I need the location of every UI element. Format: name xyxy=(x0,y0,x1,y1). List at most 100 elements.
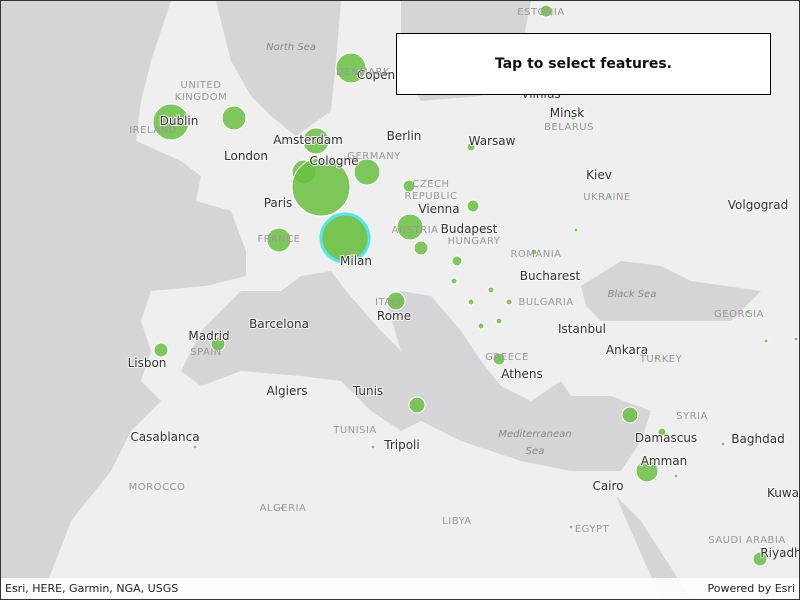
feature-point[interactable] xyxy=(466,142,476,152)
feature-point[interactable] xyxy=(466,199,480,213)
country-label: UKRAINE xyxy=(583,192,631,203)
city-label: Milan xyxy=(340,254,372,268)
feature-point[interactable] xyxy=(763,338,769,344)
feature-point[interactable] xyxy=(402,179,416,193)
city-label: London xyxy=(224,149,268,163)
feature-point[interactable] xyxy=(302,127,330,155)
feature-point[interactable] xyxy=(266,227,292,253)
sea-label: Black Sea xyxy=(608,289,657,300)
feature-point[interactable] xyxy=(621,406,639,424)
country-label: KINGDOM xyxy=(175,92,227,103)
feature-point[interactable] xyxy=(673,473,679,479)
city-label: Amman xyxy=(641,454,688,468)
city-label: Copen xyxy=(357,68,395,82)
feature-point[interactable] xyxy=(413,240,429,256)
feature-point[interactable] xyxy=(467,298,475,306)
feature-point[interactable] xyxy=(505,298,513,306)
city-label: Athens xyxy=(501,367,543,381)
feature-point[interactable] xyxy=(353,158,381,186)
city-label: Volgograd xyxy=(728,198,788,212)
city-label: Istanbul xyxy=(558,322,606,336)
country-label: SPAIN xyxy=(190,347,222,358)
country-label: TUNISIA xyxy=(332,425,377,436)
sea-label: North Sea xyxy=(266,42,316,53)
feature-point[interactable] xyxy=(530,248,538,256)
city-label: Budapest xyxy=(441,222,498,236)
city-label: Kiev xyxy=(586,168,612,182)
country-label: BELARUS xyxy=(544,122,594,133)
feature-point[interactable] xyxy=(752,551,768,567)
city-label: Cairo xyxy=(592,479,623,493)
city-label: Cologne xyxy=(309,154,358,168)
sea-label: Sea xyxy=(526,446,545,457)
feature-point[interactable] xyxy=(408,396,426,414)
feature-point[interactable] xyxy=(492,352,506,366)
country-label: CZECH xyxy=(412,179,449,190)
feature-point[interactable] xyxy=(720,441,726,447)
feature-point[interactable] xyxy=(291,157,351,217)
feature-point[interactable] xyxy=(370,444,376,450)
city-label: Dublin xyxy=(160,114,199,128)
country-label: TURKEY xyxy=(639,354,683,365)
feature-point[interactable] xyxy=(573,227,579,233)
city-label: Vienna xyxy=(418,202,459,216)
feature-point[interactable] xyxy=(657,427,667,437)
feature-point[interactable] xyxy=(487,286,495,294)
feature-point[interactable] xyxy=(480,224,490,234)
city-label: Riyadh xyxy=(760,546,799,560)
feature-point[interactable] xyxy=(221,105,247,131)
city-label: Barcelona xyxy=(249,317,309,331)
instruction-box: Tap to select features. xyxy=(396,33,771,95)
feature-point[interactable] xyxy=(153,342,169,358)
country-label: ESTONIA xyxy=(517,7,564,18)
feature-point[interactable] xyxy=(539,4,553,18)
feature-point[interactable] xyxy=(152,103,190,141)
feature-point[interactable] xyxy=(279,505,285,511)
city-label: Damascus xyxy=(635,431,697,445)
city-label: Algiers xyxy=(266,384,307,398)
feature-point[interactable] xyxy=(653,355,659,361)
feature-point[interactable] xyxy=(635,459,659,483)
feature-point[interactable] xyxy=(450,277,458,285)
country-label: HUNGARY xyxy=(448,236,501,247)
country-label: SAUDI ARABIA xyxy=(708,535,785,546)
feature-point[interactable] xyxy=(386,291,406,311)
feature-point[interactable] xyxy=(568,524,574,530)
country-label: LIBYA xyxy=(442,516,472,527)
feature-point[interactable] xyxy=(793,336,799,342)
city-label: Rome xyxy=(377,309,411,323)
sea-label: Mediterranean xyxy=(498,429,571,440)
attribution-bar: Esri, HERE, Garmin, NGA, USGS Powered by… xyxy=(1,578,799,599)
feature-point[interactable] xyxy=(745,309,751,315)
country-label: ROMANIA xyxy=(510,249,561,260)
country-label: MOROCCO xyxy=(129,482,186,493)
feature-point[interactable] xyxy=(569,113,577,121)
feature-point[interactable] xyxy=(451,255,463,267)
labels: Dublin London Amsterdam Cologne Paris Berlin W… xyxy=(127,7,799,561)
powered-by[interactable]: Powered by Esri xyxy=(707,582,795,595)
city-label: Ankara xyxy=(606,343,648,357)
city-label: Tripoli xyxy=(383,438,419,452)
country-label: ALGERIA xyxy=(260,503,307,514)
country-label: FRANCE xyxy=(258,234,301,245)
feature-point[interactable] xyxy=(192,444,198,450)
city-label: Bucharest xyxy=(520,269,581,283)
feature-point[interactable] xyxy=(210,336,226,352)
country-label: ITALY xyxy=(375,297,403,308)
country-label: BULGARIA xyxy=(518,297,573,308)
selected-feature[interactable] xyxy=(319,212,371,264)
features xyxy=(152,4,799,567)
attribution: Esri, HERE, Garmin, NGA, USGS xyxy=(5,582,179,595)
feature-point[interactable] xyxy=(607,194,613,200)
city-label: Amsterdam xyxy=(273,133,343,147)
city-label: Paris xyxy=(264,196,293,210)
country-label: AUSTRIA xyxy=(392,225,439,236)
feature-point[interactable] xyxy=(495,317,503,325)
city-label: Lisbon xyxy=(128,356,167,370)
feature-point[interactable] xyxy=(477,322,485,330)
feature-point[interactable] xyxy=(335,52,367,84)
feature-point[interactable] xyxy=(396,213,424,241)
city-label: Baghdad xyxy=(731,432,784,446)
city-label: Berlin xyxy=(387,129,422,143)
